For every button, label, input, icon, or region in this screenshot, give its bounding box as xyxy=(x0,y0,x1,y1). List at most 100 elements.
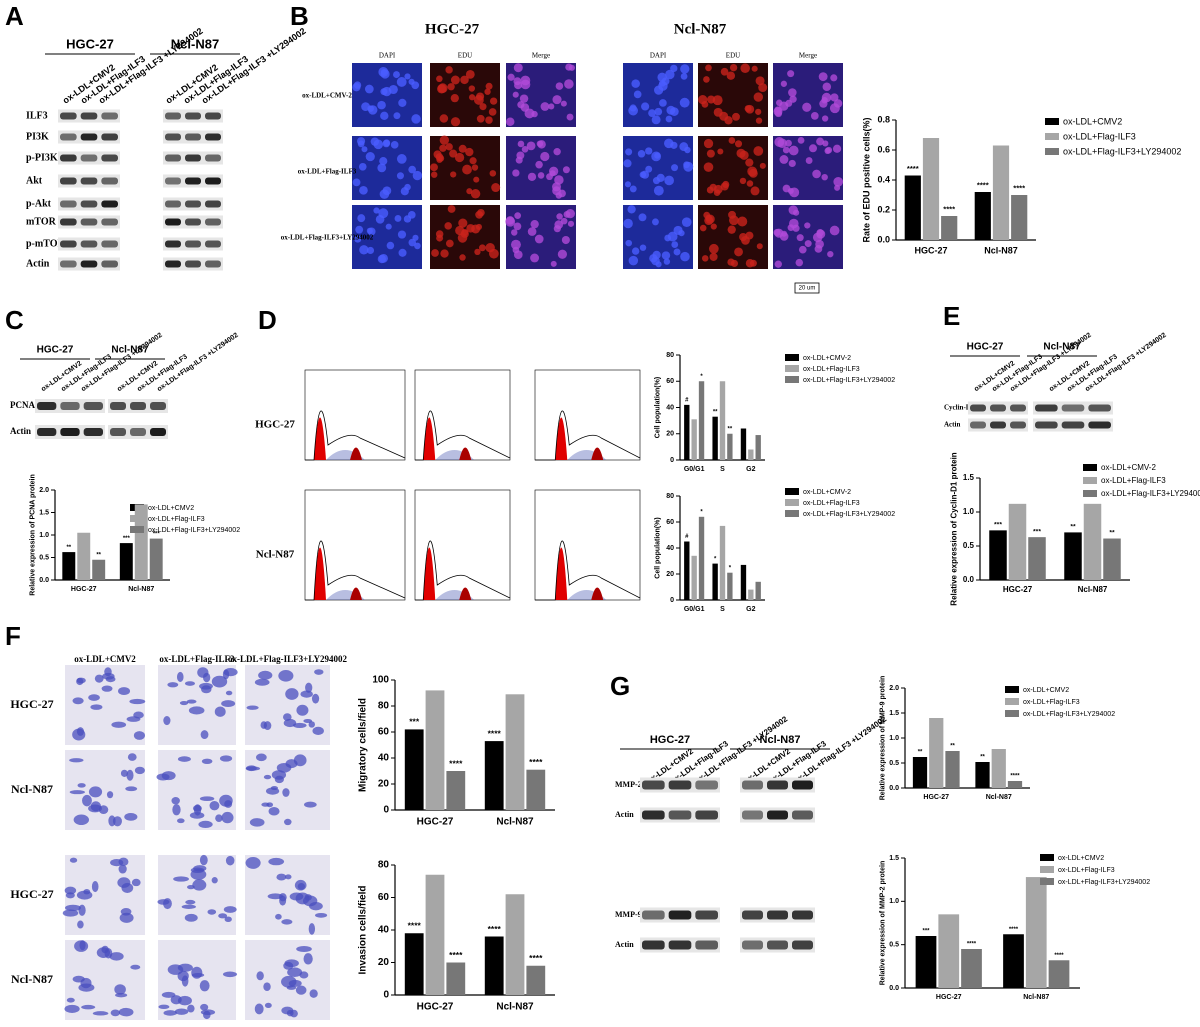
cell-nucleus xyxy=(798,245,807,254)
cell-nucleus xyxy=(681,217,692,227)
cell-nucleus xyxy=(788,159,796,168)
stained-cell xyxy=(199,980,210,992)
cell-nucleus xyxy=(396,172,404,180)
stained-cell xyxy=(118,864,127,874)
stained-cell xyxy=(189,811,205,819)
cell-nucleus xyxy=(513,63,523,73)
legend-swatch xyxy=(1040,866,1054,873)
y-tick-label: 40 xyxy=(666,545,674,552)
x-tick-label: G2 xyxy=(746,606,755,613)
stained-cell xyxy=(293,754,307,767)
cell-nucleus xyxy=(445,143,453,151)
y-tick-label: 0 xyxy=(383,990,389,1001)
cell-nucleus xyxy=(364,84,374,94)
cell-nucleus xyxy=(671,164,679,172)
stained-cell xyxy=(172,804,181,816)
stained-cell xyxy=(64,886,77,895)
cell-nucleus xyxy=(821,96,828,104)
y-tick-label: 80 xyxy=(666,352,674,359)
blot-band xyxy=(1061,421,1085,429)
cell-nucleus xyxy=(665,69,675,80)
cell-nucleus xyxy=(527,227,537,236)
cell-nucleus xyxy=(556,213,563,220)
cell-nucleus xyxy=(701,255,709,262)
blot-band xyxy=(80,260,98,268)
bar xyxy=(719,381,726,460)
cell-nucleus xyxy=(796,234,804,242)
x-tick-label: HGC-27 xyxy=(71,586,97,593)
stained-cell xyxy=(134,766,145,775)
significance-mark: **** xyxy=(977,181,989,190)
cell-nucleus xyxy=(521,146,529,153)
cell-nucleus xyxy=(470,189,481,199)
cell-nucleus xyxy=(398,248,407,257)
stained-cell xyxy=(245,765,257,772)
stained-cell xyxy=(203,1010,211,1020)
cell-nucleus xyxy=(357,140,365,148)
blot-band xyxy=(185,260,201,268)
cell-nucleus xyxy=(536,140,544,147)
blot-band xyxy=(101,112,118,120)
cell-nucleus xyxy=(530,253,540,263)
x-tick-label: HGC-27 xyxy=(1003,585,1033,594)
significance-mark: *** xyxy=(409,717,420,727)
stained-cell xyxy=(181,975,189,987)
cell-nucleus xyxy=(822,82,832,92)
cell-nucleus xyxy=(355,225,364,234)
bar xyxy=(698,516,705,600)
significance-mark: **** xyxy=(1010,774,1020,780)
stained-cell xyxy=(187,1004,195,1013)
cell-nucleus xyxy=(489,170,497,177)
significance-mark: *** xyxy=(923,929,931,935)
x-tick-label: Ncl-N87 xyxy=(984,245,1018,255)
cell-nucleus xyxy=(359,245,369,255)
histogram-frame xyxy=(534,369,641,461)
cell-nucleus xyxy=(396,154,407,164)
x-tick-label: HGC-27 xyxy=(417,817,454,828)
cell-nucleus xyxy=(809,144,818,153)
lane-label: ox-LDL+Flag-ILF3 +LY294002 xyxy=(1084,332,1168,393)
blot-band xyxy=(130,402,146,410)
blot-band xyxy=(80,133,98,141)
stained-cell xyxy=(76,890,93,900)
cell-nucleus xyxy=(386,241,395,250)
cell-nucleus xyxy=(792,209,800,216)
blot-band xyxy=(110,428,126,436)
stained-cell xyxy=(96,947,111,958)
stained-cell xyxy=(305,682,313,693)
histogram-line xyxy=(535,410,641,461)
x-tick-label: Ncl-N87 xyxy=(496,1002,534,1013)
x-tick-label: G2 xyxy=(746,466,755,473)
bar xyxy=(404,729,424,810)
significance-mark: **** xyxy=(907,164,919,173)
blot-band xyxy=(205,177,221,185)
cell-nucleus xyxy=(368,105,378,115)
legend-swatch xyxy=(1005,686,1019,693)
legend-label: ox-LDL+Flag-ILF3+LY294002 xyxy=(1101,489,1200,498)
cell-nucleus xyxy=(445,239,454,248)
column-label: EDU xyxy=(458,52,472,60)
panel-letter: D xyxy=(258,305,277,335)
cell-nucleus xyxy=(474,248,481,256)
stained-cell xyxy=(190,868,207,880)
bar xyxy=(974,192,991,240)
cell-nucleus xyxy=(485,116,493,124)
stained-cell xyxy=(186,699,197,704)
y-tick-label: 60 xyxy=(378,892,390,903)
cell-nucleus xyxy=(379,157,388,166)
cell-nucleus xyxy=(666,105,676,115)
g2-peak xyxy=(350,587,362,600)
blot-band xyxy=(205,133,221,141)
stained-cell xyxy=(308,923,316,935)
y-tick-label: 0 xyxy=(670,457,674,464)
blot-band xyxy=(742,910,763,920)
stained-cell xyxy=(222,669,230,680)
y-tick-label: 0.0 xyxy=(889,985,899,992)
cell-nucleus xyxy=(444,222,452,230)
stained-cell xyxy=(90,801,102,812)
cell-nucleus xyxy=(511,229,518,236)
legend-label: ox-LDL+Flag-ILF3 xyxy=(1023,699,1080,706)
y-axis-label: Rate of EDU positive cells(%) xyxy=(862,117,872,242)
